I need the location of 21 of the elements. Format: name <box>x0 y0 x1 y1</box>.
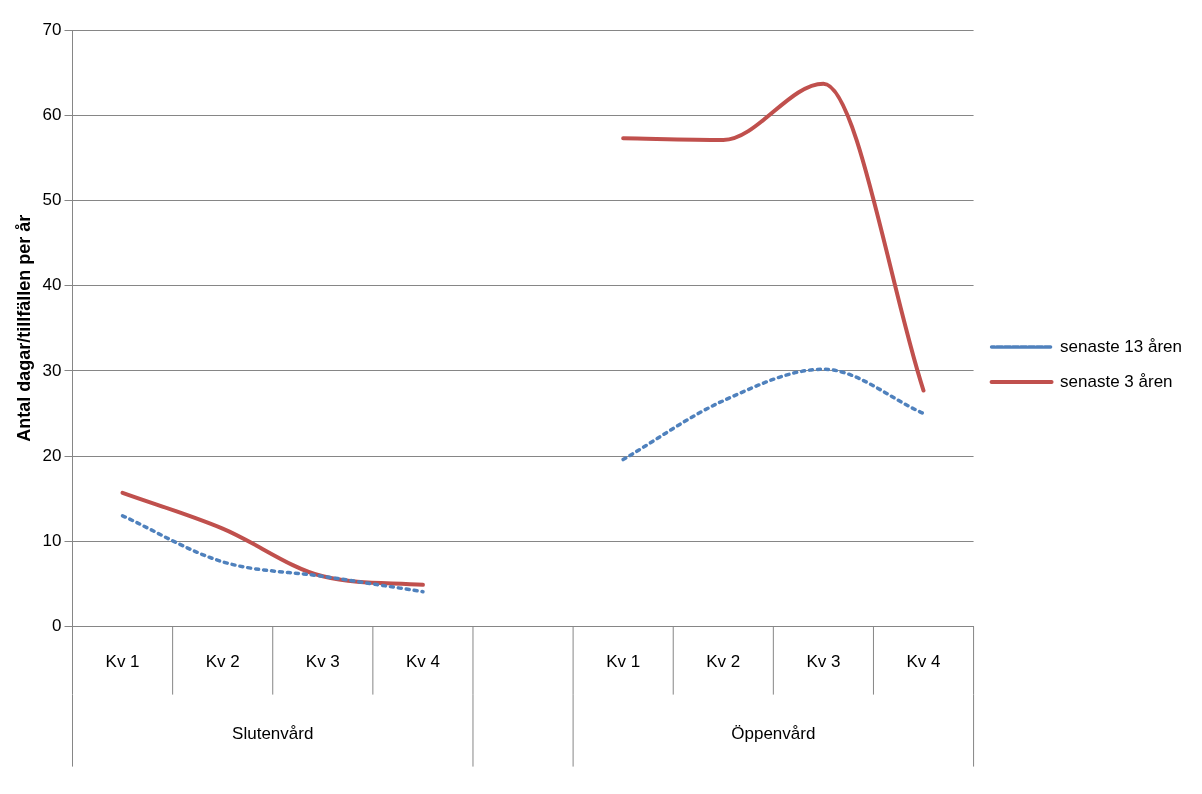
legend-label: senaste 13 åren <box>1060 336 1182 356</box>
x-tick-label: Kv 4 <box>906 652 941 672</box>
y-axis-title: Antal dagar/tillfällen per år <box>13 214 34 442</box>
y-tick-label: 50 <box>42 190 62 210</box>
y-tick-label: 40 <box>42 275 62 295</box>
y-tick-label: 60 <box>42 104 62 124</box>
y-tick-label: 20 <box>42 445 62 465</box>
text: Slutenvård <box>232 724 314 744</box>
text: Öppenvård <box>731 724 816 744</box>
y-tick-label: 10 <box>42 531 62 551</box>
legend-label: senaste 3 åren <box>1060 371 1173 391</box>
y-tick-label: 0 <box>52 616 62 636</box>
x-tick-label: Kv 2 <box>205 652 240 672</box>
x-tick-label: Kv 3 <box>806 652 841 672</box>
x-tick-label: Kv 1 <box>105 652 140 672</box>
y-tick-label: 70 <box>42 19 62 39</box>
x-tick-label: Kv 2 <box>706 652 741 672</box>
x-tick-label: Kv 4 <box>405 652 440 672</box>
x-tick-label: Kv 1 <box>606 652 641 672</box>
x-tick-label: Kv 3 <box>305 652 340 672</box>
y-tick-label: 30 <box>42 360 62 380</box>
